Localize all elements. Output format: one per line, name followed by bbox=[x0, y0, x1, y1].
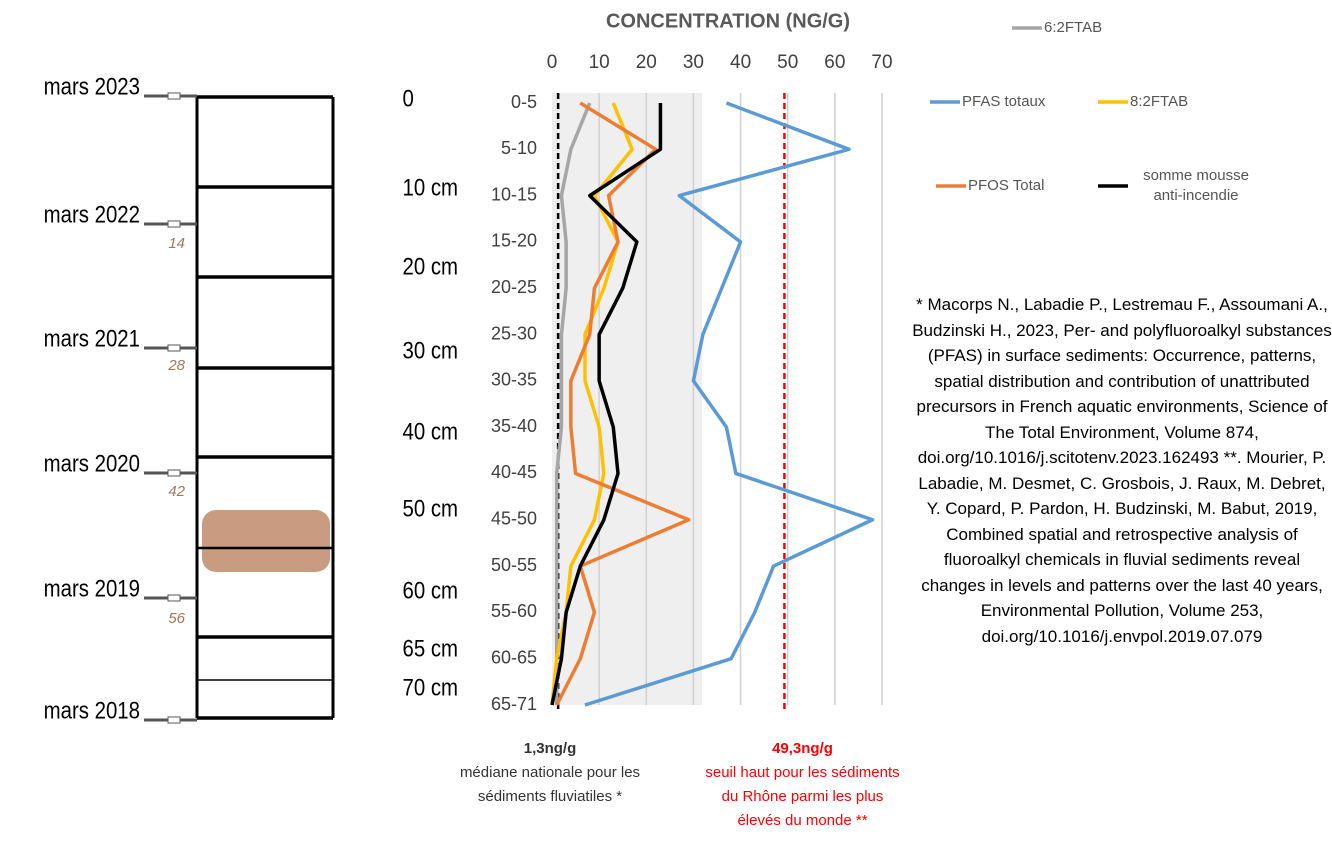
series-line bbox=[550, 103, 663, 706]
depth-label: 20 cm bbox=[403, 253, 459, 280]
date-label: mars 2023 bbox=[44, 73, 140, 100]
depth-label: 0 bbox=[403, 85, 414, 112]
y-tick-label: 35-40 bbox=[491, 416, 537, 436]
date-label: mars 2018 bbox=[44, 697, 140, 724]
reference-label: 49,3ng/g bbox=[772, 740, 833, 757]
date-label: mars 2022 bbox=[44, 201, 140, 228]
depth-label: 10 cm bbox=[403, 174, 459, 201]
series-line bbox=[554, 102, 592, 705]
age-label: 42 bbox=[168, 483, 185, 500]
x-tick-label: 30 bbox=[683, 52, 704, 73]
reference-text: seuil haut pour les sédiments du Rhône p… bbox=[705, 764, 900, 829]
y-tick-label: 65-71 bbox=[491, 694, 537, 714]
date-label: mars 2019 bbox=[44, 575, 140, 602]
date-pointer-head bbox=[167, 220, 181, 228]
x-tick-label: 60 bbox=[824, 52, 845, 73]
y-tick-label: 55-60 bbox=[491, 601, 537, 621]
series-line bbox=[555, 101, 691, 706]
legend-label: PFAS totaux bbox=[962, 93, 1046, 110]
depth-label: 65 cm bbox=[403, 635, 459, 662]
series-line bbox=[584, 101, 875, 707]
date-pointer-head bbox=[167, 594, 181, 602]
reference-label: 1,3ng/g bbox=[523, 740, 577, 757]
x-tick-label: 10 bbox=[589, 52, 610, 73]
y-tick-label: 20-25 bbox=[491, 277, 537, 297]
age-label: 28 bbox=[167, 357, 185, 374]
x-tick-label: 50 bbox=[777, 52, 798, 73]
date-pointer-head bbox=[167, 344, 181, 352]
reference-text: médiane nationale pour les sédiments flu… bbox=[459, 764, 641, 805]
y-tick-label: 15-20 bbox=[491, 231, 537, 251]
depth-label: 50 cm bbox=[403, 495, 459, 522]
legend-label: 8:2FTAB bbox=[1130, 93, 1188, 110]
y-tick-label: 10-15 bbox=[491, 184, 537, 204]
legend-label: PFOS Total bbox=[968, 177, 1044, 194]
depth-label: 70 cm bbox=[403, 674, 459, 701]
y-tick-label: 25-30 bbox=[491, 323, 537, 343]
depth-label: 40 cm bbox=[403, 418, 459, 445]
date-label: mars 2020 bbox=[44, 450, 140, 477]
chart-title: CONCENTRATION (NG/G) bbox=[606, 10, 850, 32]
x-tick-label: 20 bbox=[636, 52, 657, 73]
legend-label-line: anti-incendie bbox=[1153, 187, 1238, 204]
y-tick-label: 60-65 bbox=[491, 647, 537, 667]
references: * Macorps N., Labadie P., Lestremau F., … bbox=[912, 295, 1332, 646]
date-pointer-head bbox=[167, 92, 181, 100]
reference-note: 49,3ng/g seuil haut pour les sédiments d… bbox=[705, 737, 900, 833]
y-tick-label: 45-50 bbox=[491, 509, 537, 529]
plot-shade bbox=[552, 93, 702, 705]
legend-label-line: somme mousse bbox=[1143, 167, 1249, 184]
y-tick-label: 50-55 bbox=[491, 555, 537, 575]
age-label: 56 bbox=[168, 610, 185, 627]
y-tick-label: 5-10 bbox=[501, 138, 537, 158]
age-label: 14 bbox=[168, 235, 185, 252]
depth-label: 60 cm bbox=[403, 577, 459, 604]
depth-label: 30 cm bbox=[403, 337, 459, 364]
date-pointer-head bbox=[167, 716, 181, 724]
y-tick-label: 0-5 bbox=[511, 92, 537, 112]
x-tick-label: 40 bbox=[730, 52, 751, 73]
date-label: mars 2021 bbox=[44, 325, 140, 352]
x-tick-label: 70 bbox=[871, 52, 892, 73]
reference-note: 1,3ng/g médiane nationale pour les sédim… bbox=[455, 737, 645, 809]
date-pointer-head bbox=[167, 469, 181, 477]
legend-label: somme mousse anti-incendie bbox=[1143, 167, 1249, 204]
legend-label: 6:2FTAB bbox=[1044, 19, 1102, 36]
y-tick-label: 40-45 bbox=[491, 462, 537, 482]
x-tick-label: 0 bbox=[547, 52, 558, 73]
sediment-smear bbox=[202, 510, 330, 572]
y-tick-label: 30-35 bbox=[491, 370, 537, 390]
